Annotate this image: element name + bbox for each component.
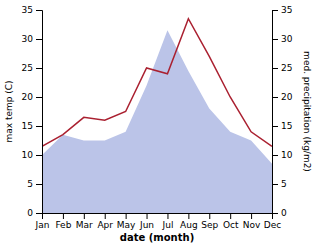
tick-label: 5 [281,179,287,189]
tick-label: Aug [180,220,198,230]
tick: 30 [22,34,42,44]
tick: 10 [272,150,293,160]
chart: JanFebMarAprMayJunJulAugSepOctNovDec0510… [0,0,318,247]
tick: 0 [27,208,42,218]
tick-mark [36,184,42,185]
tick-label: Apr [97,220,113,230]
tick-label: 5 [27,179,33,189]
tick: 35 [272,5,292,15]
y2-axis: 0 5 10 15 20 25 30 35 [272,5,293,218]
axis-line [273,11,279,214]
tick: Apr [97,213,113,230]
tick-mark [36,68,42,69]
tick-mark [272,10,278,11]
axis-line [36,11,43,214]
tick: Dec [264,213,281,230]
tick-label: 25 [281,63,292,73]
tick-label: 35 [22,5,33,15]
tick-mark [84,213,85,219]
tick: Sep [201,213,218,230]
tick-mark [36,97,42,98]
tick-mark [126,213,127,219]
tick-label: Nov [243,220,261,230]
tick-label: Jan [35,220,50,230]
tick-mark [36,213,42,214]
tick-mark [272,39,278,40]
tick: 5 [27,179,42,189]
tick-label: Dec [264,220,281,230]
tick-label: 35 [281,5,292,15]
tick: Aug [180,213,198,230]
tick-label: 20 [281,92,293,102]
tick: Jan [35,213,50,230]
tick-mark [272,97,278,98]
x-axis-title: date (month) [120,232,194,243]
tick: 35 [22,5,42,15]
line [42,19,272,147]
tick-label: Oct [223,220,239,230]
tick-label: May [117,220,136,230]
tick-label: Sep [201,220,218,230]
tick-mark [230,213,231,219]
tick: 20 [22,92,42,102]
tick: 30 [272,34,293,44]
tick-mark [272,126,278,127]
tick-mark [147,213,148,219]
tick-mark [63,213,64,219]
tick: 5 [272,179,287,189]
plot: JanFebMarAprMayJunJulAugSepOctNovDec0510… [4,5,312,243]
tick-label: 25 [22,63,33,73]
tick-mark [272,213,278,214]
tick-mark [272,68,278,69]
tick: 15 [22,121,42,131]
tick: 15 [272,121,292,131]
tick: Mar [76,213,93,230]
tick-label: 15 [281,121,292,131]
tick-label: Jul [162,220,174,230]
marks [42,19,272,213]
tick-mark [36,155,42,156]
tick-label: 20 [22,92,34,102]
tick-mark [36,39,42,40]
y-axis-title: max temp (C) [4,80,14,142]
tick: Feb [55,213,71,230]
tick-label: 30 [22,34,34,44]
tick-mark [272,155,278,156]
y2-axis-title: med. precipitation (kg/m2) [302,51,312,172]
tick: 20 [272,92,293,102]
tick-mark [105,213,106,219]
tick-mark [209,213,210,219]
tick: Jul [162,213,174,230]
tick-label: 10 [22,150,34,160]
tick: Jun [139,213,154,230]
tick-label: 10 [281,150,293,160]
axis-line [43,214,273,220]
tick: Oct [223,213,239,230]
y-axis: 0 5 10 15 20 25 30 35 [22,5,43,218]
tick: 25 [272,63,292,73]
tick-label: 0 [281,208,287,218]
x-axis: Jan Feb Mar Apr MayJun Jul AugSep Oct NovDec [35,213,282,230]
tick-label: Jun [139,220,154,230]
tick: 0 [272,208,287,218]
tick-mark [167,213,168,219]
tick-label: 15 [22,121,33,131]
tick-mark [188,213,189,219]
tick-label: 30 [281,34,293,44]
tick: Nov [243,213,261,230]
tick: May [117,213,136,230]
tick-mark [251,213,252,219]
tick-mark [36,126,42,127]
tick: 10 [22,150,42,160]
tick-label: 0 [27,208,33,218]
tick: 25 [22,63,42,73]
tick-mark [272,184,278,185]
tick-label: Feb [55,220,71,230]
tick-mark [36,10,42,11]
area [42,30,272,213]
tick-label: Mar [76,220,93,230]
